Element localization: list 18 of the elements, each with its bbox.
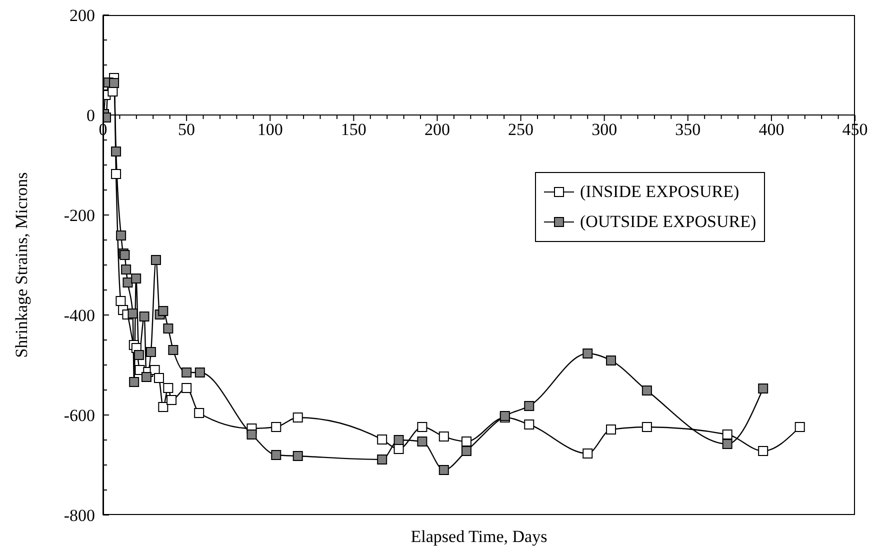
x-tick-label: 350 xyxy=(675,120,701,140)
y-tick-label: 200 xyxy=(70,6,95,26)
legend-label: (INSIDE EXPOSURE) xyxy=(580,182,740,202)
y-tick-label: 0 xyxy=(86,106,95,126)
y-axis-title: Shrinkage Strains, Microns xyxy=(12,171,32,360)
x-tick-label: 200 xyxy=(424,120,450,140)
x-tick-label: 300 xyxy=(592,120,618,140)
x-tick-label: 400 xyxy=(758,120,784,140)
x-tick-label: 100 xyxy=(257,120,283,140)
y-tick-label: -400 xyxy=(64,306,95,326)
x-tick-label: 150 xyxy=(340,120,366,140)
y-tick-label: -600 xyxy=(64,406,95,426)
x-axis-title: Elapsed Time, Days xyxy=(410,527,548,547)
x-tick-label: 250 xyxy=(508,120,534,140)
y-tick-label: -800 xyxy=(64,506,95,526)
x-tick-label: 50 xyxy=(178,120,196,140)
y-tick-label: -200 xyxy=(64,206,95,226)
legend-label: (OUTSIDE EXPOSURE) xyxy=(580,212,756,232)
